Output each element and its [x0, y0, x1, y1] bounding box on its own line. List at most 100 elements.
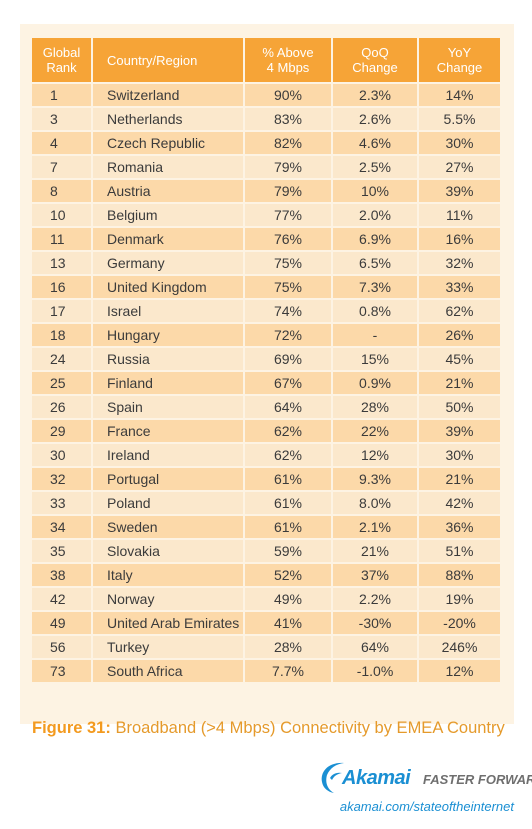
header-line: 4 Mbps — [266, 60, 310, 75]
header-yoy-change: YoY Change — [419, 38, 500, 82]
cell-qoq-change: -30% — [333, 610, 419, 634]
cell-percent-above-4mbps: 52% — [245, 562, 333, 586]
cell-yoy-change: 36% — [419, 514, 500, 538]
cell-country-region: France — [93, 418, 245, 442]
cell-global-rank: 26 — [32, 394, 93, 418]
table-row: 18 Hungary 72% -26% — [32, 322, 500, 346]
cell-country-region: Poland — [93, 490, 245, 514]
cell-yoy-change: 45% — [419, 346, 500, 370]
cell-percent-above-4mbps: 76% — [245, 226, 333, 250]
cell-global-rank: 32 — [32, 466, 93, 490]
table-row: 29 France 62% 22% 39% — [32, 418, 500, 442]
cell-yoy-change: 19% — [419, 586, 500, 610]
cell-global-rank: 25 — [32, 370, 93, 394]
connectivity-table: Global Rank Country/Region % Above 4 Mbp… — [32, 38, 500, 682]
table-row: 7 Romania 79% 2.5% 27% — [32, 154, 500, 178]
cell-global-rank: 4 — [32, 130, 93, 154]
brand-name: Akamai — [342, 767, 411, 789]
table-row: 42 Norway 49% 2.2% 19% — [32, 586, 500, 610]
cell-country-region: Hungary — [93, 322, 245, 346]
cell-qoq-change: 37% — [333, 562, 419, 586]
cell-global-rank: 11 — [32, 226, 93, 250]
cell-percent-above-4mbps: 74% — [245, 298, 333, 322]
cell-yoy-change: 5.5% — [419, 106, 500, 130]
cell-percent-above-4mbps: 62% — [245, 442, 333, 466]
table-row: 56 Turkey 28% 64% 246% — [32, 634, 500, 658]
cell-percent-above-4mbps: 62% — [245, 418, 333, 442]
cell-percent-above-4mbps: 41% — [245, 610, 333, 634]
cell-global-rank: 16 — [32, 274, 93, 298]
cell-country-region: Romania — [93, 154, 245, 178]
cell-yoy-change: 39% — [419, 178, 500, 202]
table-row: 73 South Africa 7.7% -1.0% 12% — [32, 658, 500, 682]
table-row: 13 Germany 75% 6.5% 32% — [32, 250, 500, 274]
cell-qoq-change: 2.3% — [333, 82, 419, 106]
cell-country-region: Belgium — [93, 202, 245, 226]
footer-url[interactable]: akamai.com/stateoftheinternet — [339, 799, 514, 814]
cell-global-rank: 42 — [32, 586, 93, 610]
cell-percent-above-4mbps: 67% — [245, 370, 333, 394]
cell-percent-above-4mbps: 90% — [245, 82, 333, 106]
table-row: 25 Finland 67% 0.9% 21% — [32, 370, 500, 394]
header-row: Global Rank Country/Region % Above 4 Mbp… — [32, 38, 500, 82]
cell-yoy-change: 88% — [419, 562, 500, 586]
cell-country-region: Israel — [93, 298, 245, 322]
cell-qoq-change: 8.0% — [333, 490, 419, 514]
cell-qoq-change: 21% — [333, 538, 419, 562]
cell-country-region: Sweden — [93, 514, 245, 538]
cell-percent-above-4mbps: 79% — [245, 178, 333, 202]
cell-global-rank: 33 — [32, 490, 93, 514]
table-row: 8 Austria 79% 10% 39% — [32, 178, 500, 202]
cell-qoq-change: 2.0% — [333, 202, 419, 226]
cell-global-rank: 17 — [32, 298, 93, 322]
cell-percent-above-4mbps: 59% — [245, 538, 333, 562]
cell-qoq-change: 28% — [333, 394, 419, 418]
table-row: 32 Portugal 61% 9.3% 21% — [32, 466, 500, 490]
cell-qoq-change: 10% — [333, 178, 419, 202]
cell-global-rank: 29 — [32, 418, 93, 442]
cell-global-rank: 18 — [32, 322, 93, 346]
cell-country-region: Austria — [93, 178, 245, 202]
cell-global-rank: 38 — [32, 562, 93, 586]
cell-global-rank: 73 — [32, 658, 93, 682]
cell-percent-above-4mbps: 82% — [245, 130, 333, 154]
cell-qoq-change: 12% — [333, 442, 419, 466]
cell-country-region: Russia — [93, 346, 245, 370]
cell-qoq-change: 6.9% — [333, 226, 419, 250]
cell-country-region: Portugal — [93, 466, 245, 490]
cell-country-region: United Kingdom — [93, 274, 245, 298]
header-qoq-change: QoQ Change — [333, 38, 419, 82]
header-global-rank: Global Rank — [32, 38, 93, 82]
table-row: 34 Sweden 61% 2.1% 36% — [32, 514, 500, 538]
table-row: 30 Ireland 62% 12% 30% — [32, 442, 500, 466]
table-row: 11 Denmark 76% 6.9% 16% — [32, 226, 500, 250]
cell-global-rank: 13 — [32, 250, 93, 274]
cell-global-rank: 56 — [32, 634, 93, 658]
figure-caption: Figure 31: Broadband (>4 Mbps) Connectiv… — [32, 719, 505, 738]
cell-qoq-change: 2.1% — [333, 514, 419, 538]
table-row: 26 Spain 64% 28% 50% — [32, 394, 500, 418]
cell-country-region: Italy — [93, 562, 245, 586]
header-line: % Above — [262, 45, 314, 60]
cell-percent-above-4mbps: 75% — [245, 274, 333, 298]
akamai-swoosh-icon — [321, 762, 344, 793]
table-body: 1 Switzerland 90% 2.3% 14% 3 Netherlands 83% 2.6… — [32, 82, 500, 682]
table-row: 10 Belgium 77% 2.0% 11% — [32, 202, 500, 226]
cell-percent-above-4mbps: 83% — [245, 106, 333, 130]
table-row: 4 Czech Republic 82% 4.6% 30% — [32, 130, 500, 154]
cell-yoy-change: 14% — [419, 82, 500, 106]
cell-qoq-change: 2.5% — [333, 154, 419, 178]
cell-percent-above-4mbps: 49% — [245, 586, 333, 610]
table-row: 3 Netherlands 83% 2.6% 5.5% — [32, 106, 500, 130]
cell-country-region: Germany — [93, 250, 245, 274]
cell-percent-above-4mbps: 61% — [245, 514, 333, 538]
cell-country-region: Turkey — [93, 634, 245, 658]
cell-yoy-change: 21% — [419, 466, 500, 490]
cell-yoy-change: 246% — [419, 634, 500, 658]
cell-yoy-change: 11% — [419, 202, 500, 226]
header-line: YoY — [447, 45, 472, 60]
header-line: Rank — [46, 60, 77, 75]
cell-country-region: Norway — [93, 586, 245, 610]
cell-global-rank: 49 — [32, 610, 93, 634]
